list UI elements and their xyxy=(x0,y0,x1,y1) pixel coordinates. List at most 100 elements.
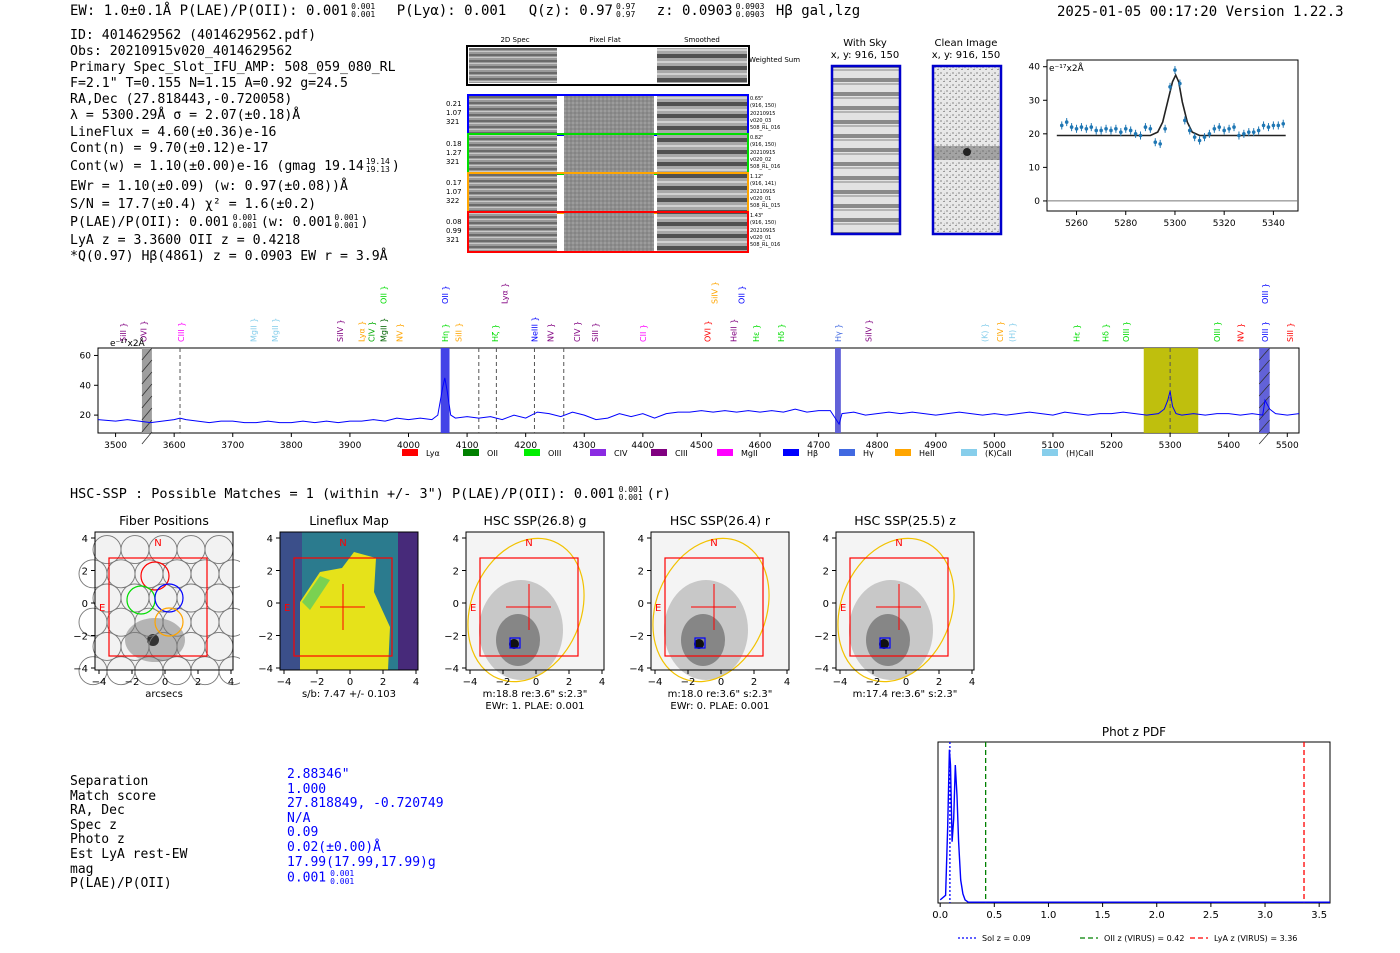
map-xtick-label: −2 xyxy=(681,677,696,688)
info-line: RA,Dec (27.818443,-0.720058) xyxy=(70,92,293,108)
zoom-data-point xyxy=(1256,126,1261,135)
spectrum-xtick-label: 4900 xyxy=(924,441,947,451)
zoom-point-marker xyxy=(1133,132,1138,136)
match-value: 17.99(17.99,17.99)g xyxy=(287,854,436,870)
galaxy-body xyxy=(496,614,540,666)
match-plae: 0.001 xyxy=(287,870,327,886)
photz-frame xyxy=(937,741,1331,904)
row-info: 508_RL_016 xyxy=(750,125,780,131)
map-ytick-label: −4 xyxy=(258,664,273,675)
row-info: 20210915 xyxy=(750,150,775,156)
map-caption: s/b: 7.47 +/- 0.103 xyxy=(302,689,396,700)
info-line: S/N = 17.7(±0.4) χ² = 1.6(±0.2) xyxy=(70,196,317,212)
spectral-line-label: CIV } xyxy=(573,321,582,342)
photz-xtick-label: 2.0 xyxy=(1149,910,1165,921)
map-xtick-label: 0 xyxy=(533,677,539,688)
spectral-line-label: MgII } xyxy=(379,318,388,342)
match-value: N/A xyxy=(287,810,311,826)
match-value: 0.09 xyxy=(287,825,319,841)
map-ytick-label: 4 xyxy=(82,534,88,545)
north-label: N xyxy=(525,538,532,549)
photz-xtick-label: 1.5 xyxy=(1095,910,1111,921)
info-contw-end: ) xyxy=(391,158,400,174)
zoom-data-point xyxy=(1104,124,1108,133)
legend-swatch xyxy=(402,449,418,456)
header-plae-sup: 0.001 xyxy=(351,2,376,11)
cutout-row: 0.17 1.07 322 1.12" (916, 141) 20210915 … xyxy=(446,172,780,214)
zoom-chart: e⁻¹⁷x2Å 5260 5280 5300 5320 5340 0 10 20 30 40 xyxy=(1029,59,1299,229)
map-title: Lineflux Map xyxy=(309,513,389,528)
counterpart-box xyxy=(879,637,891,649)
spectrum-xtick-label: 4800 xyxy=(866,441,889,451)
galaxy-body xyxy=(866,614,910,666)
legend-label: Hγ xyxy=(863,449,874,458)
map-xtick-label: −2 xyxy=(496,677,511,688)
hsc-title-line: HSC-SSP : Possible Matches = 1 (within +… xyxy=(70,486,671,503)
spectral-line-label: Hζ } xyxy=(491,324,500,342)
detection-box xyxy=(293,557,393,657)
photz-legend-entry: Sol z = 0.09 xyxy=(958,934,1031,943)
photz-xtick-label: 0.0 xyxy=(932,910,948,921)
photz-series xyxy=(939,749,1330,903)
header-plya: P(Lyα): 0.001 xyxy=(396,3,507,19)
zoom-point-marker xyxy=(1237,133,1241,138)
legend-swatch xyxy=(783,449,799,456)
map-xtick-label: 2 xyxy=(380,677,386,688)
zoom-data-point xyxy=(1251,128,1256,137)
zoom-data-point xyxy=(1232,123,1236,132)
zoom-point-marker xyxy=(1064,120,1069,124)
zoom-data-point xyxy=(1173,66,1177,75)
header-ew: EW: 1.0±0.1Å P(LAE)/P(OII): 0.001 xyxy=(70,3,349,19)
zoom-point-marker xyxy=(1246,130,1251,134)
map-title: HSC SSP(25.5) z xyxy=(854,513,956,528)
zoom-point-marker xyxy=(1276,123,1281,128)
info-line: EWr = 1.10(±0.09) (w: 0.97(±0.08))Å xyxy=(70,178,348,194)
zoom-point-marker xyxy=(1109,128,1113,133)
zoom-data-point xyxy=(1212,124,1217,133)
zoom-xtick-label: 5340 xyxy=(1262,219,1285,229)
clean-xy: x, y: 916, 150 xyxy=(932,50,1001,61)
east-label: E xyxy=(470,603,476,614)
spectral-line-label: Hη } xyxy=(441,323,450,342)
row-meta: 321 xyxy=(446,118,459,126)
east-label: E xyxy=(840,603,846,614)
legend-swatch xyxy=(895,449,911,456)
map-caption: EWr: 0. PLAE: 0.001 xyxy=(670,701,769,712)
zoom-point-marker xyxy=(1123,126,1128,131)
match-labels: Separation Match score RA, Dec Spec z Ph… xyxy=(70,774,187,892)
photz-xtick-label: 0.5 xyxy=(986,910,1002,921)
map-caption: m:17.4 re:3.6" s:2.3" xyxy=(853,689,958,700)
row-info: 20210915 xyxy=(750,228,775,234)
spectrum-band-hatch xyxy=(1258,371,1271,385)
legend-entry: Hβ xyxy=(783,449,818,458)
row-meta: 321 xyxy=(446,158,459,166)
spectral-line-label: CIV } xyxy=(996,321,1005,342)
row-meta: 1.07 xyxy=(446,188,462,196)
zoom-point-marker xyxy=(1158,142,1162,146)
zoom-xtick-label: 5320 xyxy=(1213,219,1236,229)
map-ytick-label: 2 xyxy=(267,567,273,578)
spectral-line-label: OVI } xyxy=(140,320,149,342)
legend-entry: OIII xyxy=(524,449,561,458)
map-caption: m:18.8 re:3.6" s:2.3" xyxy=(483,689,588,700)
map-xtick-label: −4 xyxy=(648,677,663,688)
legend-swatch xyxy=(524,449,540,456)
counterpart-box xyxy=(509,637,521,649)
info-line: P(LAE)/P(OII): 0.001 0.001 0.001 (w: 0.001 0… xyxy=(70,213,400,233)
photz-legend-entry: LyA z (VIRUS) = 3.36 xyxy=(1190,934,1297,943)
zoom-point-marker xyxy=(1104,126,1108,131)
zoom-data-point xyxy=(1192,133,1197,142)
legend-label: (K)CaII xyxy=(985,449,1012,458)
zoom-data-point xyxy=(1227,124,1231,133)
header-plae-sub: 0.001 xyxy=(351,10,376,19)
spectrum-xtick-label: 3600 xyxy=(163,441,186,451)
spectrum-xtick-label: 3900 xyxy=(338,441,361,451)
zoom-ytick-label: 10 xyxy=(1029,163,1041,173)
map-ytick-label: −4 xyxy=(814,664,829,675)
zoom-point-marker xyxy=(1074,126,1079,131)
info-line: F=2.1" T=0.155 N=1.15 A=0.92 g=24.5 xyxy=(70,76,348,92)
spectral-line-label: SiII } xyxy=(591,322,600,342)
photz-xtick-label: 3.0 xyxy=(1257,910,1273,921)
zoom-data-point xyxy=(1128,126,1133,135)
map-xtick-label: 2 xyxy=(751,677,757,688)
